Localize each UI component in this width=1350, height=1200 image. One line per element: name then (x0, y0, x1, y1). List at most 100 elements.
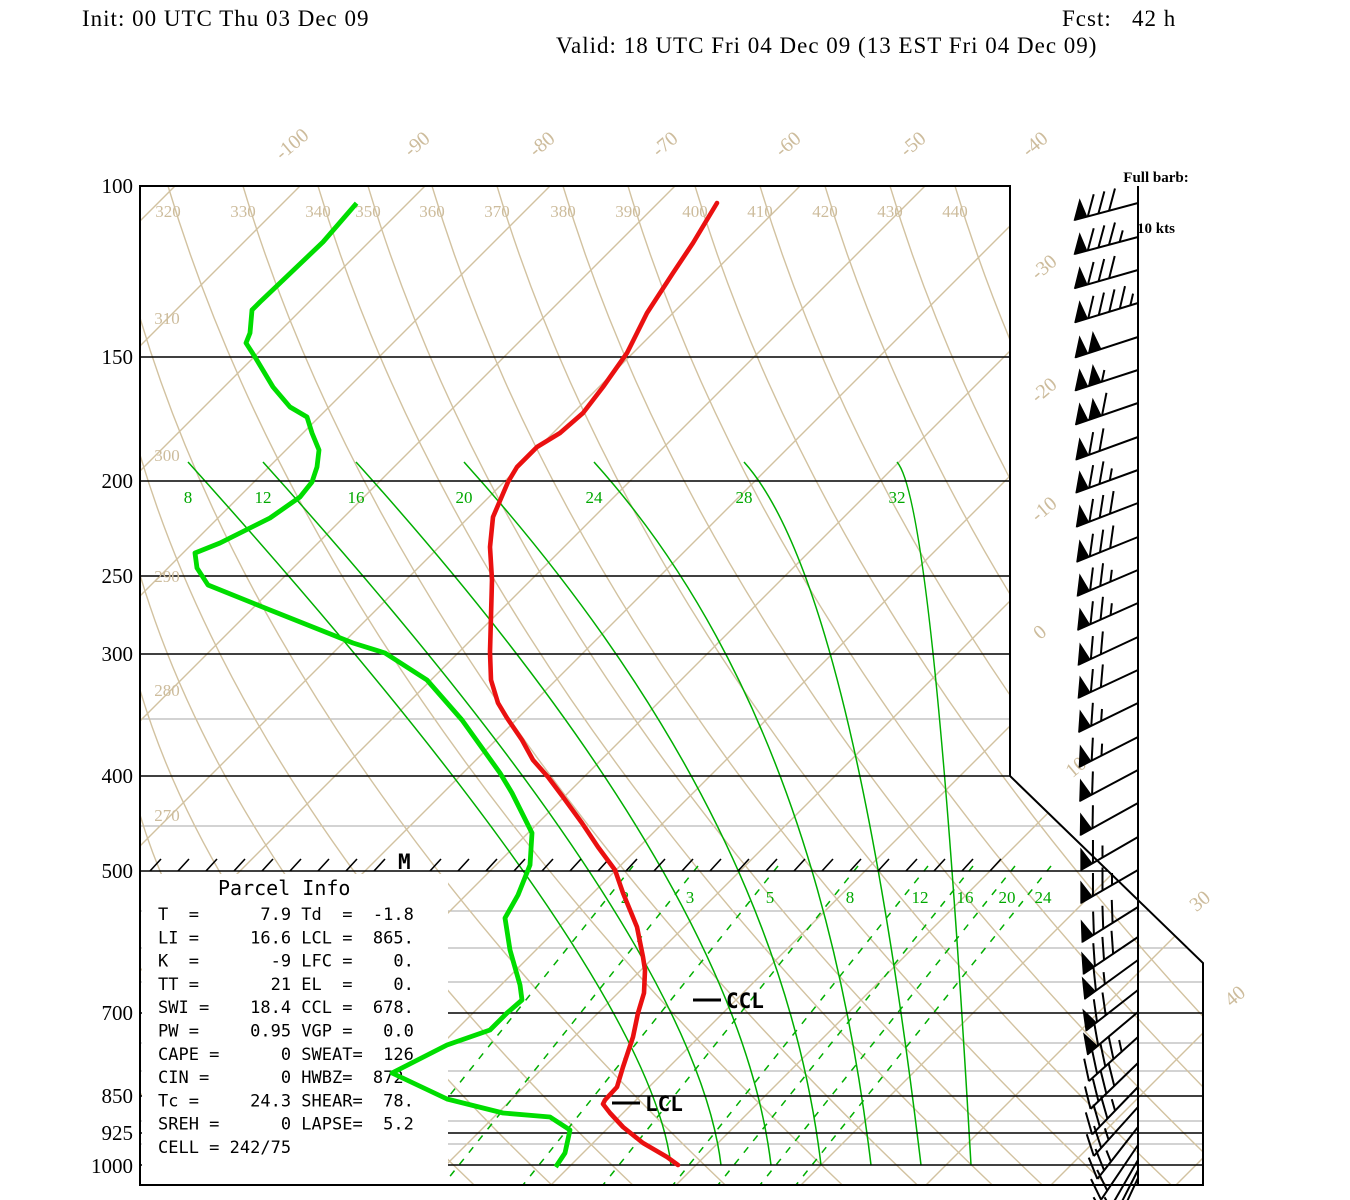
wind-barb-legend: Full barb: 10 kts (1106, 136, 1206, 272)
parcel-info-row: Tc = 24.3 SHEAR= 78. (158, 1091, 414, 1111)
isotherm-label: -100 (271, 124, 313, 164)
valid-time-label: Valid: 18 UTC Fri 04 Dec 09 (13 EST Fri … (556, 33, 1098, 58)
forecast-hour-label: Fcst: 42 h (1062, 6, 1177, 31)
moist-adiabat-label: 8 (184, 488, 193, 507)
moist-adiabat-label: 28 (736, 488, 753, 507)
dry-adiabat-label: 400 (682, 202, 708, 221)
hatch-tick (373, 858, 386, 872)
parcel-info-row: T = 7.9 Td = -1.8 (158, 905, 414, 925)
dewpoint-curve (192, 201, 573, 1169)
hatch-tick (793, 858, 806, 872)
pressure-axis-label: 500 (102, 859, 134, 883)
parcel-info-row: LI = 16.6 LCL = 865. (158, 928, 414, 948)
wind-barb (1085, 1106, 1139, 1157)
pressure-axis-label: 400 (102, 764, 134, 788)
dry-adiabat-label: 330 (230, 202, 256, 221)
hatch-tick (345, 858, 358, 872)
hatch-tick (541, 858, 554, 872)
mixing-ratio-label: 3 (686, 888, 695, 907)
isotherm-line (300, 186, 1203, 1185)
hatch-tick (737, 858, 750, 872)
hatch-tick (289, 858, 302, 872)
wind-barb (1073, 188, 1139, 222)
isotherm-label: -20 (1027, 373, 1062, 407)
mixing-ratio-line (522, 865, 779, 1185)
m-level-marker: M (398, 850, 411, 874)
dry-adiabat-label: 440 (942, 202, 968, 221)
isotherm-label: -30 (1027, 250, 1062, 284)
dry-adiabat-label: 420 (812, 202, 838, 221)
hatch-tick (821, 858, 834, 872)
wind-barb (1075, 461, 1139, 494)
pressure-axis-label: 300 (102, 642, 134, 666)
wind-barb (1079, 802, 1139, 836)
wind-barb-legend-line2: 10 kts (1137, 221, 1175, 237)
pressure-axis-label: 925 (102, 1121, 134, 1145)
wind-barb-legend-line1: Full barb: (1123, 170, 1189, 186)
hatch-tick (261, 858, 274, 872)
mixing-ratio-label: 16 (957, 888, 974, 907)
parcel-info-row: PW = 0.95 VGP = 0.0 (158, 1022, 414, 1042)
hatch-tick (485, 858, 498, 872)
isotherm-label: -40 (1018, 127, 1053, 161)
pressure-axis-label: 1000 (91, 1154, 133, 1178)
dry-adiabat-line (317, 186, 993, 1185)
wind-barb (1079, 769, 1139, 802)
moist-adiabat-line (355, 461, 772, 1166)
wind-barb (1083, 1036, 1139, 1082)
wind-barb (1077, 664, 1139, 699)
hatch-tick (177, 858, 190, 872)
wind-barb (1087, 1126, 1139, 1180)
dry-adiabat-label: 270 (154, 806, 180, 825)
pressure-axis-label: 100 (102, 174, 134, 198)
wind-barb (1092, 1159, 1139, 1200)
wind-barb (1076, 525, 1139, 563)
hatch-tick (877, 858, 890, 872)
dry-adiabat-label: 300 (154, 446, 180, 465)
wind-barb (1081, 930, 1139, 975)
mixing-ratio-label: 12 (912, 888, 929, 907)
dry-adiabat-line (562, 186, 1203, 1185)
dry-adiabat-label: 360 (419, 202, 445, 221)
temperature-curve (487, 200, 720, 1168)
wind-barb (1083, 1011, 1139, 1056)
dry-adiabat-line (694, 186, 1203, 1185)
chart-border (139, 185, 1204, 1186)
hatch-tick (429, 858, 442, 872)
wind-barb (1077, 596, 1139, 631)
mixing-ratio-label: 24 (1035, 888, 1053, 907)
hatch-tick (233, 858, 246, 872)
isotherm-label: -10 (1027, 492, 1062, 526)
mixing-ratio-line (759, 865, 1016, 1185)
pressure-axis-label: 700 (102, 1001, 134, 1025)
dry-adiabat-label: 350 (355, 202, 381, 221)
moist-adiabat-label: 16 (348, 488, 365, 507)
dry-adiabat-label: 410 (747, 202, 773, 221)
isotherm-label: -70 (648, 127, 683, 161)
isotherm-line (140, 186, 801, 1185)
hatch-tick (681, 858, 694, 872)
init-time-label: Init: 00 UTC Thu 03 Dec 09 (82, 6, 370, 31)
moist-adiabat-line (463, 461, 822, 1166)
wind-barb (1126, 1177, 1139, 1200)
isotherm-line (140, 186, 551, 1185)
dry-adiabat-line (431, 186, 1107, 1185)
wind-barb-column (1073, 186, 1139, 1200)
wind-barb (1074, 392, 1139, 426)
hatch-tick (961, 858, 974, 872)
moist-adiabat-line (262, 461, 722, 1166)
isotherm-label: -60 (771, 127, 806, 161)
ccl-marker-label: CCL (726, 989, 764, 1013)
parcel-info-row: K = -9 LFC = 0. (158, 952, 414, 972)
dry-adiabat-label: 340 (305, 202, 331, 221)
lcl-marker-label: LCL (645, 1092, 683, 1116)
wind-barb (1078, 736, 1139, 768)
wind-barb (1121, 1169, 1139, 1200)
isotherm-line (425, 186, 1203, 1185)
wind-barb (1073, 255, 1139, 290)
wind-barb (1078, 702, 1139, 733)
dry-adiabat-label: 380 (550, 202, 576, 221)
hatch-tick (205, 858, 218, 872)
mixing-ratio-label: 20 (999, 888, 1016, 907)
isotherm-label: -80 (525, 127, 560, 161)
